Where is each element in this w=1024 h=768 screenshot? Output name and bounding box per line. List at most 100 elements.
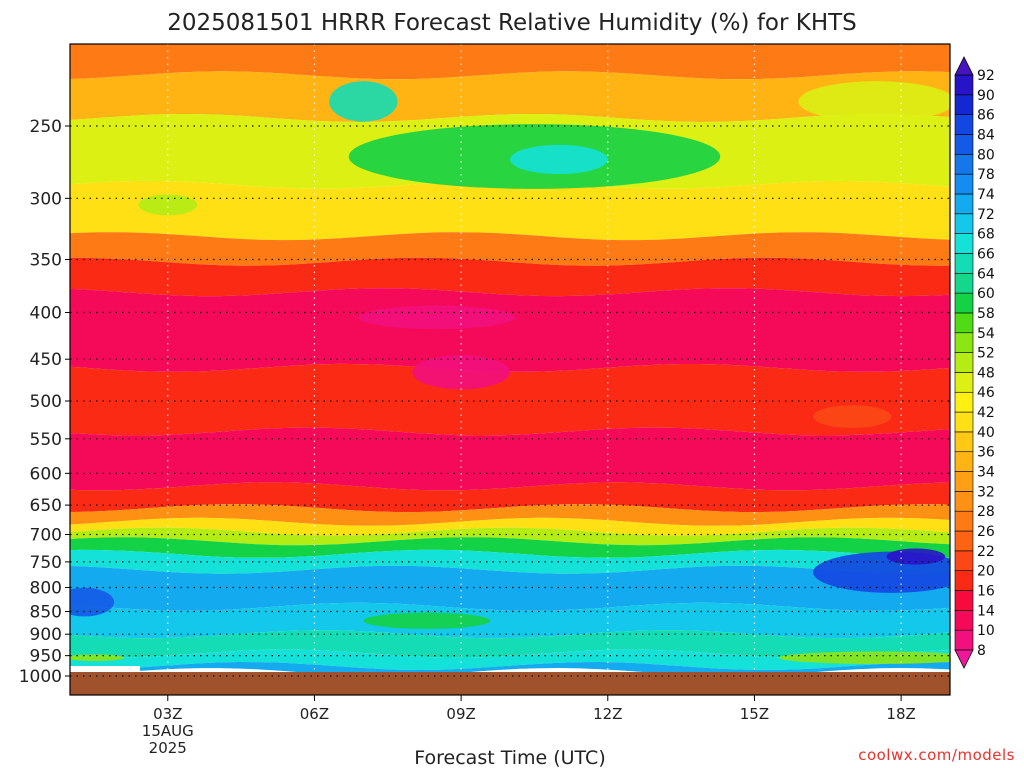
colorbar-label: 68 xyxy=(977,227,995,243)
humidity-band xyxy=(70,537,950,558)
humidity-band xyxy=(70,363,950,436)
humidity-band xyxy=(70,517,950,536)
humidity-band xyxy=(70,180,950,241)
humidity-band xyxy=(70,549,950,574)
colorbar-label: 80 xyxy=(977,147,995,163)
x-tick-sublabel: 15AUG xyxy=(142,722,194,740)
colorbar-label: 54 xyxy=(977,326,995,342)
colorbar-box xyxy=(954,629,974,651)
colorbar-box xyxy=(954,253,974,274)
colorbar-box xyxy=(954,233,974,254)
y-tick-label: 650 xyxy=(30,496,62,516)
humidity-band xyxy=(70,482,950,513)
colorbar-box xyxy=(954,590,974,611)
humidity-feature xyxy=(358,305,515,330)
colorbar-label: 22 xyxy=(977,544,995,560)
colorbar-box xyxy=(954,451,974,472)
y-axis: 2503003504004505005506006507007508008509… xyxy=(19,117,70,687)
colorbar-label: 66 xyxy=(977,246,995,262)
y-tick-label: 500 xyxy=(30,392,62,412)
colorbar-box xyxy=(954,510,974,532)
surface-gap xyxy=(70,666,140,673)
humidity-band xyxy=(70,602,950,639)
humidity-band xyxy=(70,232,950,266)
credit-text: coolwx.com/models xyxy=(858,746,1015,764)
y-tick-label: 350 xyxy=(30,250,62,270)
colorbar-label: 60 xyxy=(977,286,995,302)
colorbar-label: 14 xyxy=(977,603,995,619)
x-tick-label: 15Z xyxy=(740,705,769,723)
colorbar-label: 16 xyxy=(977,584,995,600)
colorbar-label: 74 xyxy=(977,187,995,203)
humidity-feature xyxy=(363,612,491,629)
colorbar-box xyxy=(954,431,974,453)
colorbar-min-triangle xyxy=(954,649,974,669)
colorbar: 8 10 14 16 20 22 26 28 32 34 36 40 42 46 48 52 54 58 60 64 6… xyxy=(954,56,995,669)
humidity-band xyxy=(70,257,950,297)
humidity-band xyxy=(70,71,950,122)
colorbar-label: 32 xyxy=(977,484,995,500)
colorbar-label: 42 xyxy=(977,405,995,421)
x-tick-label: 03Z xyxy=(153,705,182,723)
humidity-feature xyxy=(70,654,124,662)
colorbar-box xyxy=(954,292,974,314)
y-tick-label: 700 xyxy=(30,525,62,545)
x-tick-label: 18Z xyxy=(886,705,915,723)
colorbar-label: 72 xyxy=(977,207,995,223)
colorbar-label: 92 xyxy=(977,68,995,84)
colorbar-label: 86 xyxy=(977,108,995,124)
y-tick-label: 750 xyxy=(30,553,62,573)
colorbar-label: 36 xyxy=(977,445,995,461)
colorbar-label: 28 xyxy=(977,504,995,520)
colorbar-box xyxy=(954,312,974,334)
colorbar-box xyxy=(954,134,974,155)
humidity-feature xyxy=(813,405,892,429)
humidity-feature xyxy=(412,355,510,390)
x-axis-label: Forecast Time (UTC) xyxy=(414,747,605,768)
colorbar-box xyxy=(954,332,974,353)
colorbar-label: 78 xyxy=(977,167,995,183)
colorbar-box xyxy=(954,173,974,195)
y-tick-label: 900 xyxy=(30,625,62,645)
x-tick-label: 06Z xyxy=(300,705,329,723)
colorbar-label: 48 xyxy=(977,365,995,381)
colorbar-label: 58 xyxy=(977,306,995,322)
colorbar-box xyxy=(954,530,974,552)
humidity-feature xyxy=(510,144,608,175)
humidity-band xyxy=(70,527,950,546)
colorbar-box xyxy=(954,74,974,96)
colorbar-box xyxy=(954,411,974,433)
y-tick-label: 400 xyxy=(30,303,62,323)
colorbar-label: 20 xyxy=(977,564,995,580)
colorbar-box xyxy=(954,372,974,393)
x-tick-label: 12Z xyxy=(593,705,622,723)
colorbar-label: 40 xyxy=(977,425,995,441)
y-tick-label: 600 xyxy=(30,464,62,484)
colorbar-label: 84 xyxy=(977,127,995,143)
colorbar-box xyxy=(954,193,974,215)
colorbar-box xyxy=(954,154,974,175)
humidity-band xyxy=(70,630,950,658)
y-tick-label: 550 xyxy=(30,430,62,450)
y-tick-label: 450 xyxy=(30,350,62,370)
humidity-feature xyxy=(329,81,398,122)
colorbar-label: 8 xyxy=(977,643,986,659)
colorbar-box xyxy=(954,550,974,571)
colorbar-label: 64 xyxy=(977,266,995,282)
humidity-band xyxy=(70,427,950,491)
colorbar-box xyxy=(954,272,974,294)
colorbar-box xyxy=(954,352,974,373)
colorbar-label: 46 xyxy=(977,385,995,401)
x-tick-label: 09Z xyxy=(446,705,475,723)
colorbar-box xyxy=(954,391,974,413)
humidity-band xyxy=(70,44,950,80)
y-tick-label: 300 xyxy=(30,189,62,209)
y-tick-label: 950 xyxy=(30,647,62,667)
colorbar-box xyxy=(954,491,974,512)
humidity-band xyxy=(70,288,950,372)
colorbar-label: 90 xyxy=(977,88,995,104)
humidity-feature xyxy=(778,651,950,664)
x-tick-sublabel: 2025 xyxy=(149,739,187,757)
plot-frame xyxy=(69,43,951,696)
